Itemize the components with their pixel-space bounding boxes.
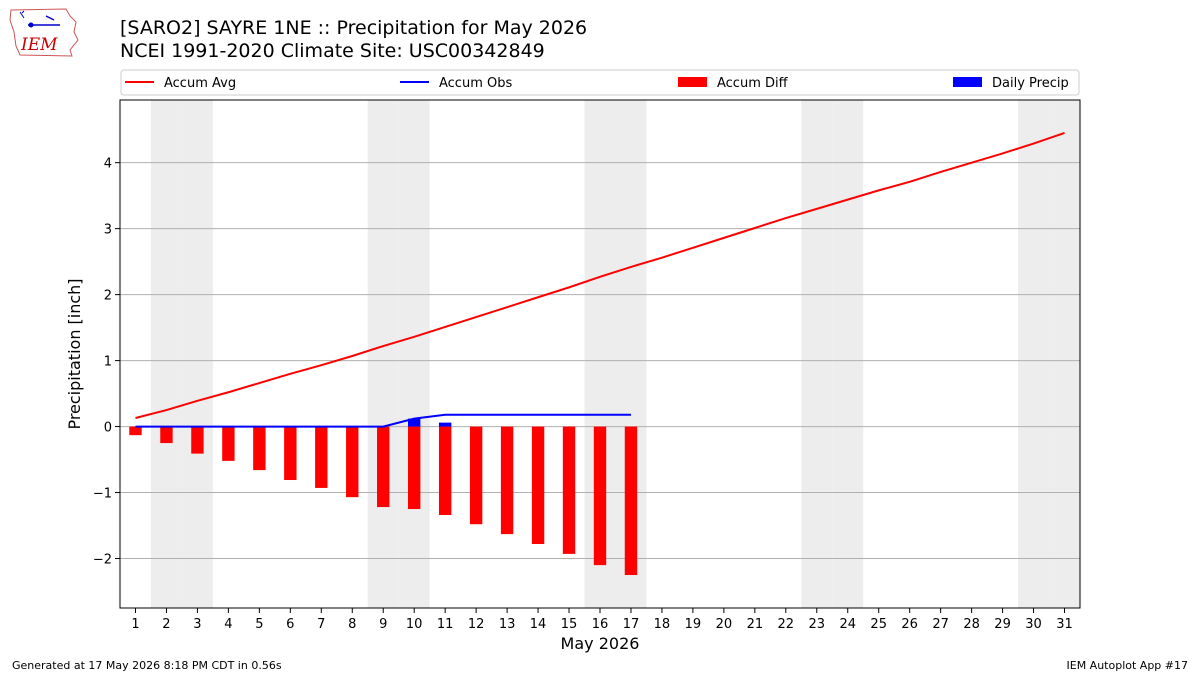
x-tick-label: 25 [870, 617, 887, 632]
daily-precip-bar [438, 422, 452, 427]
x-tick-label: 18 [654, 617, 671, 632]
accum-diff-bar [284, 426, 297, 481]
weekend-shading [150, 100, 1080, 608]
x-tick-label: 2 [162, 617, 170, 632]
x-tick-label: 16 [592, 617, 609, 632]
x-tick-label: 26 [901, 617, 918, 632]
weekend-band [150, 100, 182, 608]
x-tick-label: 21 [747, 617, 764, 632]
x-tick-label: 20 [716, 617, 733, 632]
x-tick-label: 29 [994, 617, 1011, 632]
legend-box [120, 69, 1080, 96]
bars [129, 418, 638, 576]
accum-diff-bar [531, 426, 545, 545]
x-tick-label: 19 [685, 617, 702, 632]
x-tick-label: 24 [839, 617, 856, 632]
x-tick-label: 11 [437, 617, 454, 632]
weekend-band [181, 100, 213, 608]
y-tick-label: 4 [104, 157, 112, 172]
x-tick-label: 12 [468, 617, 485, 632]
weekend-band [801, 100, 833, 608]
y-tick-label: −1 [93, 487, 112, 502]
accum-avg-line [135, 132, 1065, 419]
weekend-band [1018, 100, 1050, 608]
accum-diff-bar [500, 426, 514, 535]
x-tick-label: 13 [499, 617, 516, 632]
x-tick-label: 10 [406, 617, 423, 632]
y-tick-label: 3 [104, 223, 112, 238]
x-tick-label: 22 [778, 617, 795, 632]
x-tick-label: 23 [809, 617, 826, 632]
x-tick-label: 27 [932, 617, 949, 632]
wind-icon [19, 10, 25, 19]
accum-diff-bar [315, 426, 328, 488]
accum-diff-bar [160, 426, 173, 444]
chart-subtitle: NCEI 1991-2020 Climate Site: USC00342849 [120, 40, 545, 62]
legend-label: Daily Precip [992, 76, 1069, 91]
y-axis-label: Precipitation [inch] [65, 278, 84, 429]
accum-diff-bar [377, 426, 390, 508]
accum-diff-bar [408, 426, 421, 510]
station-dot-icon [28, 22, 34, 28]
x-tick-label: 8 [348, 617, 356, 632]
y-ticks: −2 −1 0 1 2 3 4 [93, 157, 120, 568]
legend-swatch-bar [678, 77, 707, 87]
logo-text: IEM [20, 35, 58, 55]
x-tick-label: 14 [530, 617, 547, 632]
x-tick-label: 5 [255, 617, 263, 632]
legend-swatch-bar [953, 77, 982, 87]
accum-diff-bar [624, 426, 638, 576]
series-lines [135, 132, 1065, 428]
x-tick-label: 7 [317, 617, 325, 632]
weekend-band [398, 100, 430, 608]
legend-label: Accum Obs [439, 76, 512, 91]
accum-diff-bar [191, 426, 204, 454]
y-tick-label: 0 [104, 421, 112, 436]
accum-diff-bar [129, 426, 142, 436]
accum-diff-bar [222, 426, 235, 461]
legend: Accum Avg Accum Obs Accum Diff Daily Precip [120, 69, 1080, 96]
weekend-band [367, 100, 399, 608]
x-tick-label: 28 [963, 617, 980, 632]
accum-obs-line [135, 413, 631, 428]
accum-diff-bar [346, 426, 359, 498]
iowa-map-outline [9, 8, 79, 57]
chart-title: [SARO2] SAYRE 1NE :: Precipitation for M… [120, 17, 588, 39]
y-tick-label: 2 [104, 289, 112, 304]
x-tick-label: 31 [1056, 617, 1073, 632]
iem-logo: IEM [9, 8, 79, 57]
x-tick-label: 6 [286, 617, 294, 632]
x-tick-label: 15 [561, 617, 578, 632]
accum-diff-bar [438, 426, 452, 515]
x-tick-label: 9 [379, 617, 387, 632]
x-tick-label: 4 [224, 617, 232, 632]
daily-precip-bar [408, 418, 421, 427]
app-credit: IEM Autoplot App #17 [1066, 659, 1189, 672]
x-ticks: 1 2 3 4 5 6 7 8 9 10 11 12 13 14 15 16 17 18 19 20 21 22 23 24 2… [131, 608, 1073, 632]
x-tick-label: 17 [623, 617, 640, 632]
y-tick-label: 1 [104, 355, 112, 370]
legend-label: Accum Diff [717, 76, 789, 91]
x-tick-label: 30 [1025, 617, 1042, 632]
x-tick-label: 3 [193, 617, 201, 632]
legend-label: Accum Avg [164, 76, 236, 91]
x-tick-label: 1 [131, 617, 139, 632]
weekend-band [832, 100, 864, 608]
accum-diff-bar [253, 426, 266, 471]
x-axis-label: May 2026 [561, 634, 640, 653]
accum-diff-bar [469, 426, 483, 525]
y-tick-label: −2 [93, 553, 112, 568]
accum-diff-bar [593, 426, 607, 566]
generated-timestamp: Generated at 17 May 2026 8:18 PM CDT in … [12, 659, 282, 672]
weekend-band [1049, 100, 1080, 608]
accum-diff-bar [562, 426, 576, 554]
